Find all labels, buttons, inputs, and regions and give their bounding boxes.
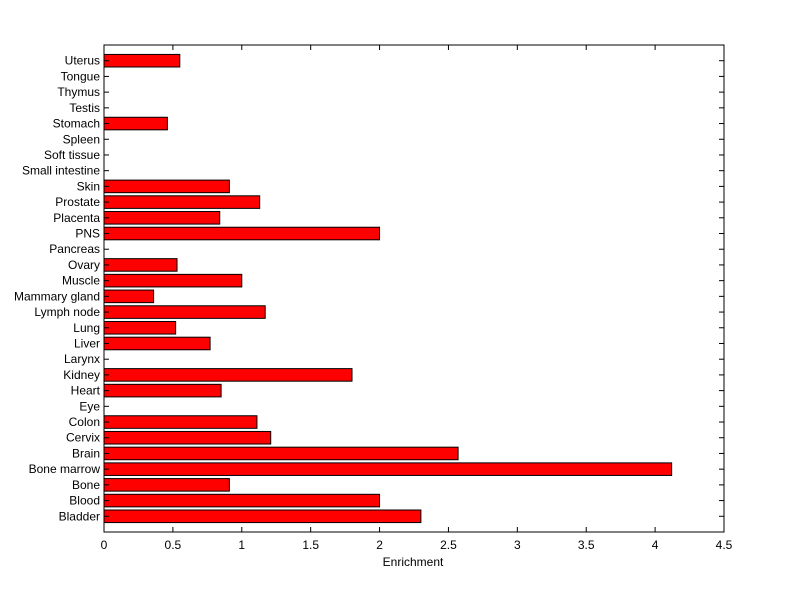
y-tick-label: Liver bbox=[74, 336, 100, 350]
y-tick-label: Uterus bbox=[65, 54, 100, 68]
y-tick-label: Cervix bbox=[66, 431, 100, 445]
x-tick-label: 4 bbox=[652, 538, 659, 552]
bar-skin bbox=[103, 179, 230, 194]
y-tick-label: Bladder bbox=[59, 509, 100, 523]
y-tick-label: Colon bbox=[69, 415, 100, 429]
y-tick-label: Stomach bbox=[53, 117, 100, 131]
bar-pns bbox=[103, 226, 381, 241]
y-tick-label: Spleen bbox=[63, 132, 100, 146]
bar-blood bbox=[103, 493, 381, 508]
y-tick-label: Testis bbox=[69, 101, 100, 115]
bar-prostate bbox=[103, 195, 261, 209]
y-tick-label: Brain bbox=[72, 446, 100, 460]
x-tick-label: 1 bbox=[238, 538, 245, 552]
y-tick-label: Bone marrow bbox=[29, 462, 101, 476]
y-tick-label: Pancreas bbox=[49, 242, 100, 256]
y-tick-label: Thymus bbox=[57, 85, 100, 99]
y-tick-label: Small intestine bbox=[22, 164, 100, 178]
bar-kidney bbox=[103, 368, 353, 382]
bar-colon bbox=[103, 415, 258, 429]
x-tick-label: 2.5 bbox=[440, 538, 457, 552]
bar-bladder bbox=[103, 509, 422, 524]
y-tick-label: Mammary gland bbox=[14, 289, 100, 303]
y-tick-label: Lymph node bbox=[34, 305, 100, 319]
bar-bone-marrow bbox=[103, 462, 673, 476]
y-tick-label: Ovary bbox=[68, 258, 100, 272]
x-tick-label: 1.5 bbox=[302, 538, 319, 552]
bar-lymph-node bbox=[103, 305, 266, 319]
y-tick-label: Placenta bbox=[53, 211, 100, 225]
y-tick-label: PNS bbox=[75, 227, 100, 241]
y-tick-label: Lung bbox=[73, 321, 100, 335]
y-tick-label: Blood bbox=[69, 494, 100, 508]
bar-stomach bbox=[103, 116, 168, 131]
x-tick-label: 0 bbox=[101, 538, 108, 552]
y-tick-label: Muscle bbox=[62, 274, 100, 288]
y-tick-label: Soft tissue bbox=[44, 148, 100, 162]
x-tick-label: 3 bbox=[514, 538, 521, 552]
x-axis-label: Enrichment bbox=[383, 555, 444, 569]
bar-heart bbox=[103, 383, 222, 398]
x-tick-label: 3.5 bbox=[578, 538, 595, 552]
y-tick-label: Skin bbox=[77, 179, 100, 193]
y-tick-label: Bone bbox=[72, 478, 100, 492]
y-tick-label: Prostate bbox=[55, 195, 100, 209]
x-tick-label: 0.5 bbox=[165, 538, 182, 552]
y-tick-label: Eye bbox=[79, 399, 100, 413]
bar-cervix bbox=[103, 430, 272, 445]
bar-liver bbox=[103, 336, 211, 351]
y-tick-label: Larynx bbox=[64, 352, 100, 366]
x-tick-label: 4.5 bbox=[716, 538, 733, 552]
bar-mammary-gland bbox=[103, 289, 155, 304]
bar-placenta bbox=[103, 211, 221, 225]
bar-brain bbox=[103, 446, 459, 461]
bar-bone bbox=[103, 478, 230, 492]
bar-lung bbox=[103, 320, 177, 335]
y-tick-label: Heart bbox=[71, 384, 101, 398]
bar-ovary bbox=[103, 258, 178, 272]
y-tick-label: Tongue bbox=[61, 69, 101, 83]
y-tick-label: Kidney bbox=[63, 368, 100, 382]
x-tick-label: 2 bbox=[376, 538, 383, 552]
bar-muscle bbox=[103, 273, 243, 288]
plot-frame bbox=[103, 44, 725, 533]
bar-uterus bbox=[103, 53, 181, 68]
